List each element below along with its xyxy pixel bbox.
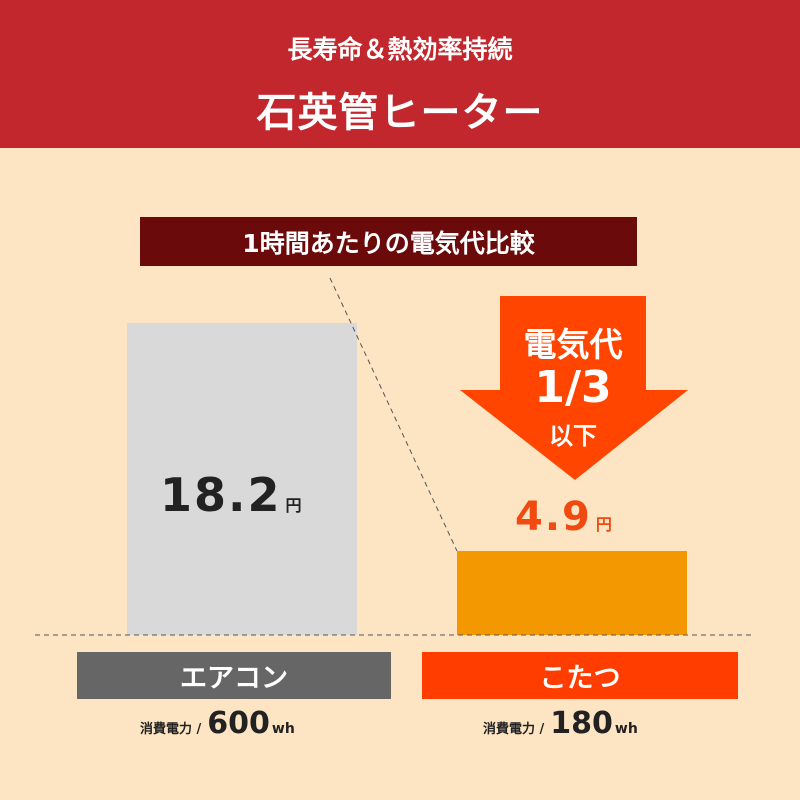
power-aircon: 消費電力 /600 wh (140, 706, 295, 741)
header-subtitle: 長寿命＆熱効率持続 (287, 35, 513, 64)
category-label-aircon: エアコン (77, 652, 391, 699)
category-label-kotatsu: こたつ (422, 652, 738, 699)
power-kotatsu: 消費電力 /180 wh (483, 706, 638, 741)
header: 長寿命＆熱効率持続 石英管ヒーター (0, 0, 800, 148)
down-arrow-icon (460, 296, 688, 480)
value-label-aircon: 18.2 円 (160, 468, 304, 522)
header-title: 石英管ヒーター (256, 90, 544, 136)
callout-line1: 電気代 (523, 325, 623, 364)
bar-0 (127, 323, 357, 635)
callout-line3: 以下 (549, 422, 597, 450)
value-label-kotatsu: 4.9 円 (515, 494, 614, 540)
callout-line2: 1/3 (534, 362, 612, 413)
bar-1 (457, 551, 687, 635)
chart-title: 1時間あたりの電気代比較 (140, 217, 637, 266)
